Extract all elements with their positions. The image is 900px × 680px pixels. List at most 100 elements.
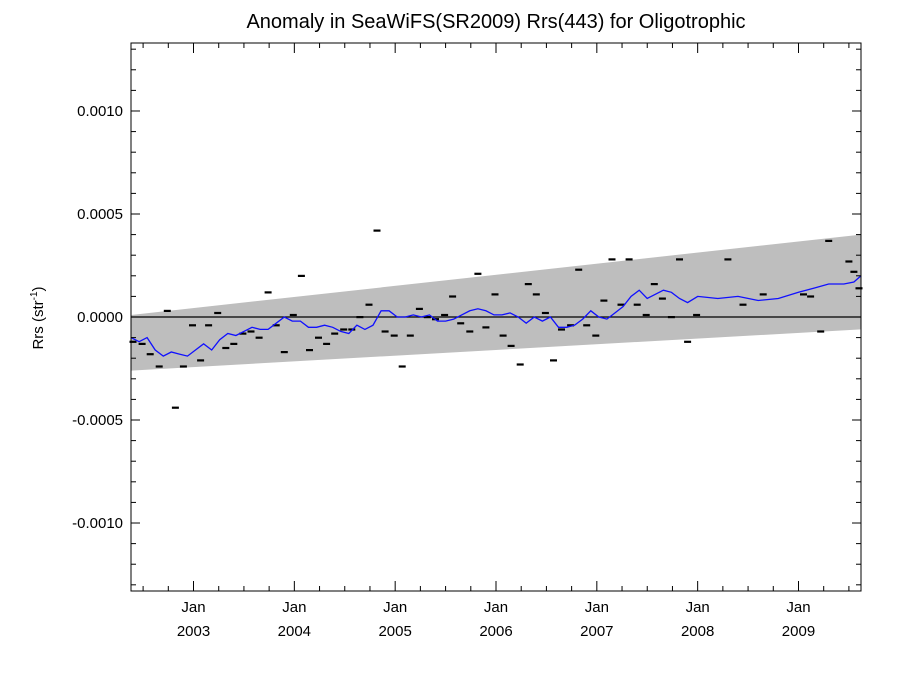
data-point-marker — [693, 313, 701, 317]
data-point-marker — [222, 346, 230, 350]
data-point-marker — [600, 299, 608, 302]
data-point-marker — [315, 336, 322, 339]
data-point-marker — [365, 303, 373, 306]
x-tick-month-label: Jan — [282, 599, 306, 616]
data-point-marker — [441, 313, 449, 317]
data-point-marker — [550, 359, 557, 362]
data-point-marker — [356, 316, 364, 319]
data-point-marker — [297, 274, 305, 277]
y-axis-label-superscript: -1 — [29, 291, 40, 300]
data-point-marker — [507, 344, 515, 347]
data-point-marker — [272, 324, 280, 327]
data-point-marker — [205, 324, 213, 327]
data-point-marker — [482, 326, 490, 329]
data-point-marker — [617, 303, 625, 306]
data-point-marker — [759, 293, 767, 296]
data-point-marker — [658, 297, 666, 300]
data-point-marker — [558, 328, 565, 331]
y-axis-label-main: Rrs (str — [30, 300, 47, 349]
x-tick-month-label: Jan — [383, 599, 407, 616]
data-point-marker — [516, 363, 524, 366]
data-point-marker — [255, 336, 263, 339]
data-point-marker — [684, 340, 692, 343]
data-point-marker — [331, 332, 339, 335]
data-point-marker — [398, 365, 406, 368]
data-point-marker — [214, 311, 222, 315]
x-tick-year-label: 2004 — [278, 623, 311, 640]
data-point-marker — [524, 283, 532, 286]
data-point-marker — [449, 295, 457, 298]
data-point-marker — [340, 328, 348, 331]
x-tick-year-label: 2009 — [782, 623, 815, 640]
trend-band — [131, 234, 861, 371]
data-point-marker — [499, 334, 507, 337]
y-tick-label: -0.0005 — [72, 412, 123, 429]
data-point-marker — [633, 303, 641, 306]
x-tick-year-label: 2003 — [177, 623, 210, 640]
data-point-marker — [541, 311, 549, 315]
data-point-marker — [724, 258, 732, 261]
data-point-marker — [323, 342, 331, 345]
data-point-marker — [825, 239, 833, 242]
data-point-marker — [289, 313, 297, 317]
plot-area: 0.0010 0.0005 0.0000 -0.0005 -0.0010 Jan 2003 J… — [72, 42, 863, 640]
y-tick-label: 0.0000 — [77, 309, 123, 326]
data-point-marker — [406, 334, 414, 337]
x-tick-month-label: Jan — [786, 599, 810, 616]
x-tick-year-label: 2005 — [378, 623, 411, 640]
series-line-1 — [130, 275, 862, 357]
y-tick-label: 0.0005 — [77, 206, 123, 223]
data-point-marker — [129, 340, 137, 343]
data-point-marker — [575, 268, 583, 271]
data-point-marker — [532, 293, 540, 296]
data-point-marker — [800, 293, 807, 296]
data-point-marker — [264, 291, 272, 294]
data-point-marker — [592, 334, 600, 337]
data-point-marker — [171, 406, 179, 409]
data-point-marker — [650, 283, 658, 286]
data-point-marker — [138, 342, 146, 345]
data-point-marker — [667, 316, 675, 319]
x-tick-year-label: 2006 — [479, 623, 512, 640]
data-point-marker — [163, 309, 171, 312]
data-point-marker — [491, 293, 499, 296]
data-point-marker — [807, 295, 815, 298]
data-point-marker — [390, 334, 398, 337]
data-point-marker — [676, 258, 683, 261]
data-point-marker — [817, 330, 825, 333]
data-point-marker — [146, 353, 154, 356]
data-point-marker — [415, 307, 423, 310]
data-point-marker — [457, 322, 465, 325]
x-tick-year-label: 2007 — [580, 623, 613, 640]
data-point-marker — [423, 316, 431, 319]
data-point-marker — [474, 272, 482, 275]
data-point-marker — [247, 330, 255, 333]
data-point-marker — [155, 365, 163, 368]
data-point-marker — [567, 324, 575, 327]
y-tick-label: 0.0010 — [77, 103, 123, 120]
data-point-marker — [625, 258, 633, 261]
x-tick-month-label: Jan — [686, 599, 710, 616]
x-tick-month-label: Jan — [484, 599, 508, 616]
data-point-marker — [855, 287, 863, 290]
data-point-marker — [306, 349, 313, 352]
x-tick-year-label: 2008 — [681, 623, 714, 640]
x-tick-month-label: Jan — [181, 599, 205, 616]
data-point-marker — [850, 270, 858, 273]
data-point-marker — [189, 324, 196, 327]
data-point-marker — [845, 260, 853, 263]
data-point-marker — [583, 324, 591, 327]
data-point-marker — [373, 229, 381, 232]
data-point-marker — [230, 342, 238, 345]
data-point-marker — [179, 365, 187, 368]
y-axis-label-close: ) — [30, 286, 47, 291]
data-point-marker — [239, 332, 247, 335]
data-point-marker — [642, 313, 650, 317]
chart-title: Anomaly in SeaWiFS(SR2009) Rrs(443) for … — [246, 11, 745, 33]
y-axis-label: Rrs (str-1) — [29, 286, 47, 349]
data-point-marker — [466, 330, 474, 333]
data-point-marker — [280, 351, 288, 354]
y-tick-label: -0.0010 — [72, 515, 123, 532]
data-point-marker — [608, 258, 616, 261]
